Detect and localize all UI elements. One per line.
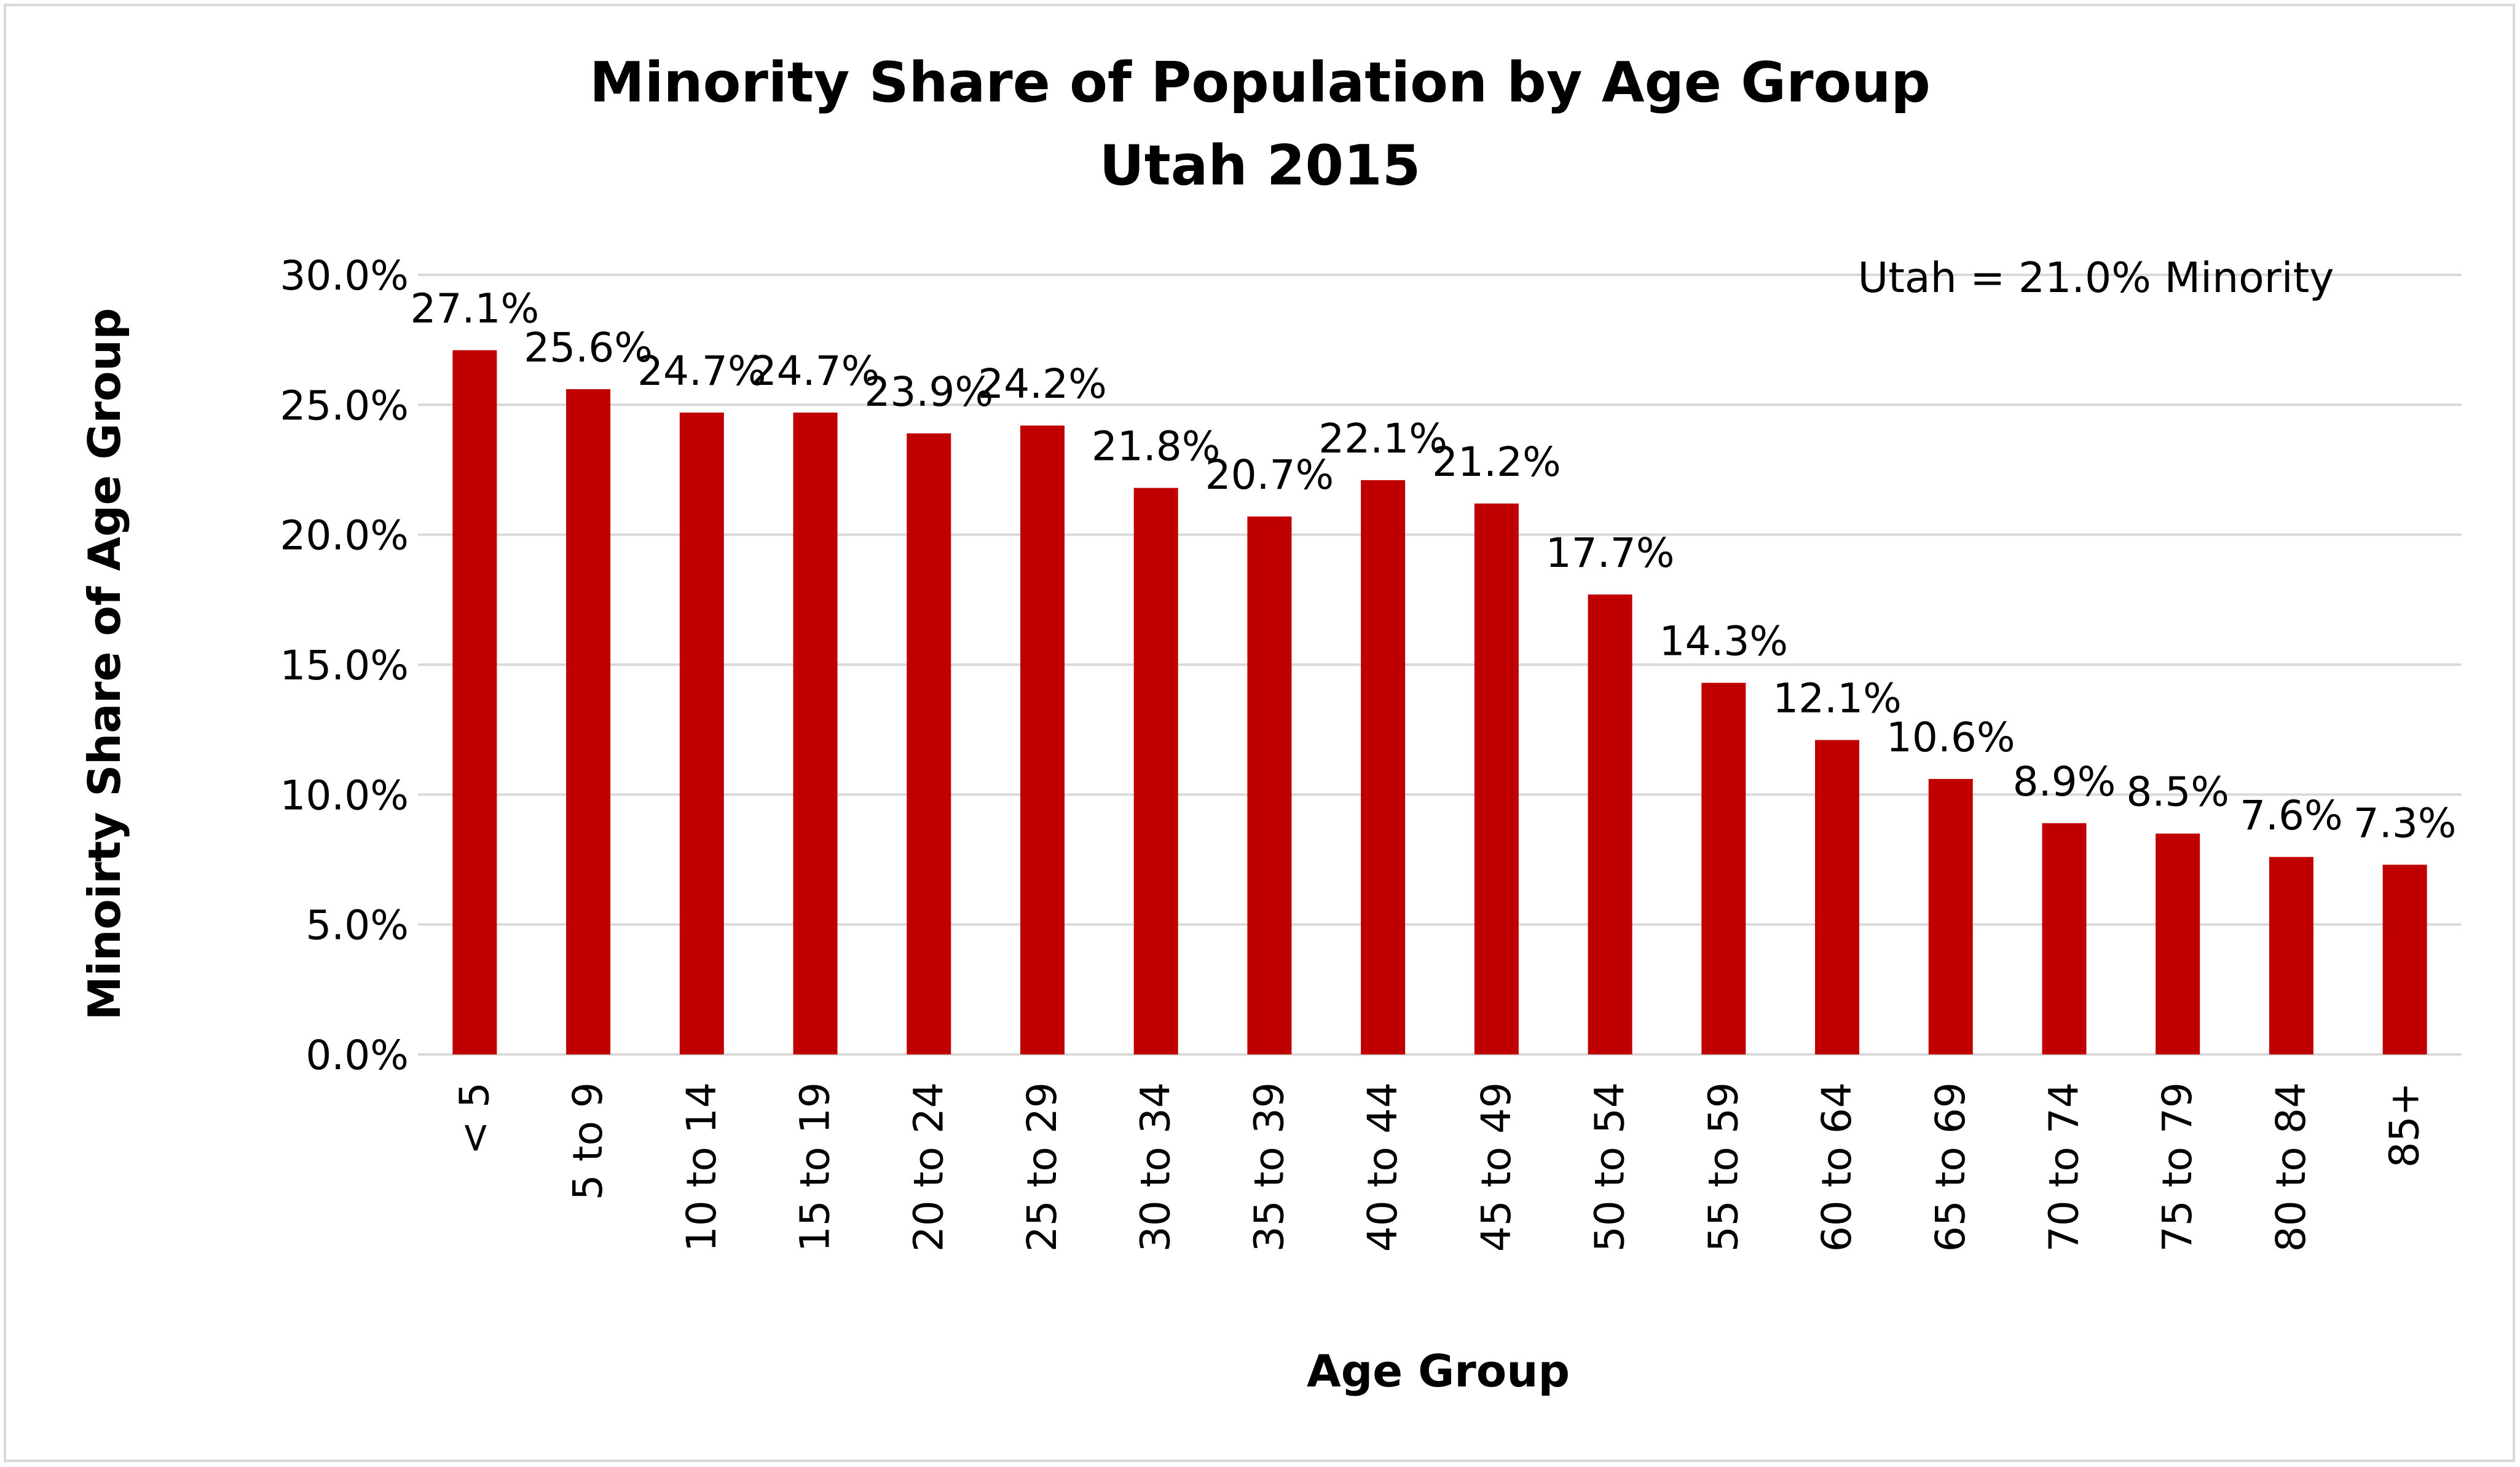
x-tick-label: 20 to 24 [905,1082,952,1252]
bar [2382,864,2427,1054]
chart-title: Minority Share of Population by Age Grou… [589,50,1931,115]
bar [2269,856,2313,1054]
data-label: 22.1% [1318,415,1447,462]
x-tick-label: 70 to 74 [2040,1082,2087,1252]
x-tick-label: 50 to 54 [1586,1082,1634,1252]
bar [1928,778,1973,1054]
data-label: 14.3% [1659,618,1788,665]
x-tick-label: 35 to 39 [1245,1082,1293,1252]
y-axis-ticks: 0.0% 5.0% 10.0% 15.0% 20.0% 25.0% 30.0% [280,252,409,1079]
x-tick-label: 5 to 9 [564,1082,612,1200]
x-tick-label: 75 to 79 [2154,1082,2201,1252]
bar [452,350,497,1055]
y-tick-label: 0.0% [305,1032,409,1079]
bar [566,389,611,1054]
bar [793,413,838,1054]
data-label: 24.7% [751,347,880,395]
data-label: 27.1% [411,285,540,333]
data-label: 7.3% [2353,799,2457,847]
data-label: 8.5% [2126,769,2229,816]
data-labels: 27.1%25.6%24.7%24.7%23.9%24.2%21.8%20.7%… [411,285,2457,847]
y-tick-label: 30.0% [280,252,409,299]
x-tick-label: 80 to 84 [2267,1082,2315,1252]
data-label: 12.1% [1773,675,1902,722]
bar [1815,740,1860,1054]
bars [452,350,2427,1055]
y-axis-title: Minoirty Share of Age Group [79,308,130,1021]
y-tick-label: 25.0% [280,382,409,429]
x-tick-label: 30 to 34 [1132,1082,1179,1252]
bar [1247,516,1292,1054]
bar [2156,833,2200,1054]
x-tick-label: 25 to 29 [1018,1082,1066,1252]
bar [1588,594,1632,1054]
x-tick-label: 60 to 64 [1813,1082,1860,1252]
data-label: 8.9% [2013,758,2116,805]
x-tick-label: 10 to 14 [678,1082,725,1252]
x-axis-ticks: < 5 5 to 9 10 to 14 15 to 19 20 to 24 25 to 2… [451,1082,2428,1252]
data-label: 23.9% [864,368,993,416]
bar [2042,823,2087,1054]
x-tick-label: 85+ [2381,1082,2428,1168]
data-label: 17.7% [1546,529,1675,577]
x-tick-label: 65 to 69 [1927,1082,1974,1252]
y-tick-label: 20.0% [280,512,409,560]
x-tick-label: 15 to 19 [792,1082,839,1252]
data-label: 21.2% [1432,438,1561,486]
gridlines [418,274,2462,1056]
bar [1701,682,1746,1054]
x-tick-label: 55 to 59 [1699,1082,1747,1252]
data-label: 24.2% [978,360,1107,408]
data-label: 25.6% [524,324,653,371]
x-tick-label: < 5 [451,1082,498,1155]
data-label: 7.6% [2240,792,2343,839]
bar [907,433,951,1054]
data-label: 20.7% [1205,451,1334,499]
utah-average-annotation: Utah = 21.0% Minority [1857,254,2334,302]
y-tick-label: 10.0% [280,772,409,819]
data-label: 21.8% [1092,423,1221,470]
bar [1474,503,1519,1054]
chart-subtitle: Utah 2015 [1100,133,1421,198]
bar [1020,425,1065,1054]
x-axis-title: Age Group [1307,1345,1570,1397]
y-tick-label: 15.0% [280,642,409,689]
x-tick-label: 40 to 44 [1359,1082,1406,1252]
bar [1361,480,1406,1054]
data-label: 24.7% [637,347,766,395]
data-label: 10.6% [1886,714,2015,761]
x-tick-label: 45 to 49 [1473,1082,1520,1252]
bar [679,413,724,1054]
y-tick-label: 5.0% [305,902,409,949]
bar [1133,488,1178,1054]
